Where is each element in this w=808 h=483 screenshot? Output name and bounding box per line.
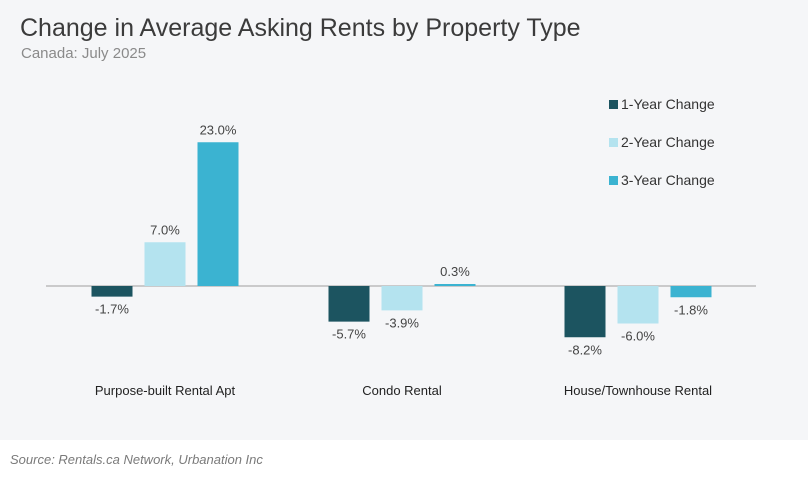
bar-value-label: -1.7% [95, 302, 129, 317]
category-label: House/Townhouse Rental [564, 383, 712, 398]
bar-value-label: -3.9% [385, 315, 419, 330]
bar-value-label: -1.8% [674, 302, 708, 317]
bar-2-3 [617, 286, 659, 324]
legend-swatch-2 [609, 138, 618, 147]
bar-value-label: 7.0% [150, 222, 180, 237]
chart-panel [0, 0, 808, 440]
category-label: Condo Rental [362, 383, 442, 398]
bar-value-label: 0.3% [440, 264, 470, 279]
bar-3-1 [197, 142, 239, 286]
source-note: Source: Rentals.ca Network, Urbanation I… [10, 452, 263, 467]
bar-1-1 [91, 286, 133, 297]
bar-value-label: -8.2% [568, 342, 602, 357]
category-label: Purpose-built Rental Apt [95, 383, 236, 398]
legend-label: 1-Year Change [621, 96, 715, 112]
bar-value-label: -6.0% [621, 329, 655, 344]
bar-3-3 [670, 286, 712, 298]
bar-1-2 [328, 286, 370, 322]
legend-label: 3-Year Change [621, 172, 715, 188]
bar-chart: -1.7% 7.0% 23.0% Purpose-built Rental Apt -5… [46, 96, 756, 398]
chart-title: Change in Average Asking Rents by Proper… [20, 14, 581, 42]
legend-swatch-1 [609, 100, 618, 109]
legend-label: 2-Year Change [621, 134, 715, 150]
bar-value-label: -5.7% [332, 327, 366, 342]
bar-2-2 [381, 286, 423, 311]
bar-1-3 [564, 286, 606, 338]
bar-value-label: 23.0% [200, 122, 237, 137]
bar-3-2 [434, 284, 476, 286]
chart-subtitle: Canada: July 2025 [21, 45, 147, 62]
bar-2-1 [144, 242, 186, 286]
legend-swatch-3 [609, 176, 618, 185]
